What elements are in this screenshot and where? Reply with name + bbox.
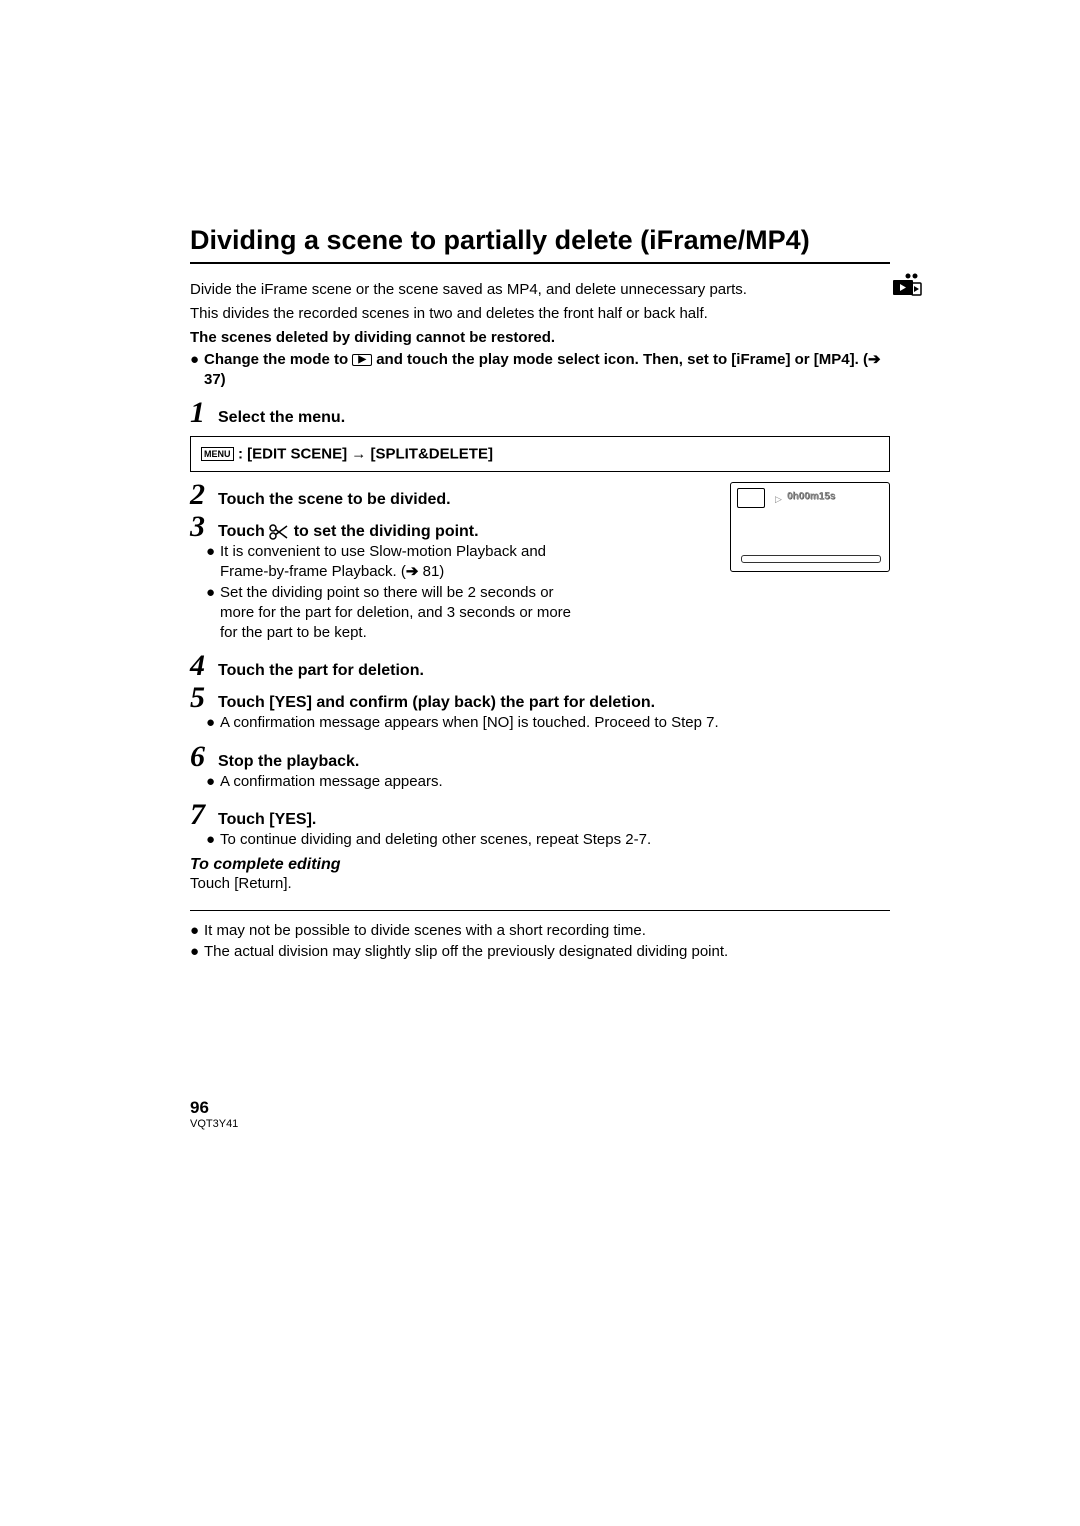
page-number: 96 <box>190 1098 209 1118</box>
step-number: 6 <box>190 742 218 772</box>
step-number: 3 <box>190 512 218 542</box>
menu-label: MENU <box>201 447 234 461</box>
setup-pre: Change the mode to <box>204 351 352 368</box>
note-1: ● It may not be possible to divide scene… <box>190 921 890 941</box>
intro-line-2: This divides the recorded scenes in two … <box>190 304 890 324</box>
step-number: 1 <box>190 398 218 428</box>
step7-bullet-1: ● To continue dividing and deleting othe… <box>206 830 890 850</box>
step-number: 5 <box>190 683 218 713</box>
page-title: Dividing a scene to partially delete (iF… <box>190 225 890 256</box>
warning-text: The scenes deleted by dividing cannot be… <box>190 329 890 346</box>
divider-line <box>190 910 890 911</box>
step3-bullet-2: ● Set the dividing point so there will b… <box>206 583 590 644</box>
preview-progress-bar <box>741 555 881 563</box>
step3-post: to set the dividing point. <box>294 523 479 540</box>
step-number: 7 <box>190 800 218 830</box>
play-mode-icon: ▶ <box>352 354 372 366</box>
step3-b2-text: Set the dividing point so there will be … <box>220 583 590 644</box>
step-title: Stop the playback. <box>218 753 359 771</box>
step-number: 2 <box>190 480 218 510</box>
step-title: Touch [YES]. <box>218 811 316 829</box>
step-7: 7 Touch [YES]. <box>190 800 890 830</box>
step5-bullet-1: ● A confirmation message appears when [N… <box>206 713 890 733</box>
doc-code: VQT3Y41 <box>190 1118 238 1130</box>
complete-editing-title: To complete editing <box>190 856 890 874</box>
note1-text: It may not be possible to divide scenes … <box>204 921 646 941</box>
step-title: Touch [YES] and confirm (play back) the … <box>218 694 655 712</box>
step3-b1-ref: 81) <box>423 563 445 580</box>
step3-pre: Touch <box>218 523 269 540</box>
playback-preview: ▷ 0h00m15s <box>730 482 890 572</box>
step-title: Touch the part for deletion. <box>218 662 424 680</box>
menu-path-text: : [EDIT SCENE] → [SPLIT&DELETE] <box>238 445 493 462</box>
title-underline <box>190 262 890 264</box>
setup-ref: 37) <box>204 371 226 388</box>
step-4: 4 Touch the part for deletion. <box>190 651 890 681</box>
step-5: 5 Touch [YES] and confirm (play back) th… <box>190 683 890 713</box>
step-title: Touch the scene to be divided. <box>218 491 451 509</box>
setup-post: and touch the play mode select icon. The… <box>376 351 868 368</box>
intro-line-1: Divide the iFrame scene or the scene sav… <box>190 280 890 300</box>
step7-b1-text: To continue dividing and deleting other … <box>220 830 651 850</box>
step6-bullet-1: ● A confirmation message appears. <box>206 772 890 792</box>
step-number: 4 <box>190 651 218 681</box>
mode-playback-icon <box>890 273 922 304</box>
preview-timestamp: 0h00m15s <box>787 491 835 502</box>
menu-path-box: MENU : [EDIT SCENE] → [SPLIT&DELETE] <box>190 436 890 472</box>
step3-bullet-1: ● It is convenient to use Slow-motion Pl… <box>206 542 590 583</box>
preview-thumbnail <box>737 488 765 508</box>
note-2: ● The actual division may slightly slip … <box>190 942 890 962</box>
setup-instruction: ● Change the mode to ▶ and touch the pla… <box>190 350 890 391</box>
step-6: 6 Stop the playback. <box>190 742 890 772</box>
note2-text: The actual division may slightly slip of… <box>204 942 728 962</box>
manual-page: Dividing a scene to partially delete (iF… <box>190 225 890 962</box>
step-title: Select the menu. <box>218 409 345 427</box>
step5-b1-text: A confirmation message appears when [NO]… <box>220 713 719 733</box>
preview-play-icon: ▷ <box>775 494 782 505</box>
step-1: 1 Select the menu. <box>190 398 890 428</box>
complete-editing-text: Touch [Return]. <box>190 874 890 894</box>
scissors-icon <box>269 523 293 540</box>
step6-b1-text: A confirmation message appears. <box>220 772 443 792</box>
step3-b1-text: It is convenient to use Slow-motion Play… <box>220 543 546 580</box>
